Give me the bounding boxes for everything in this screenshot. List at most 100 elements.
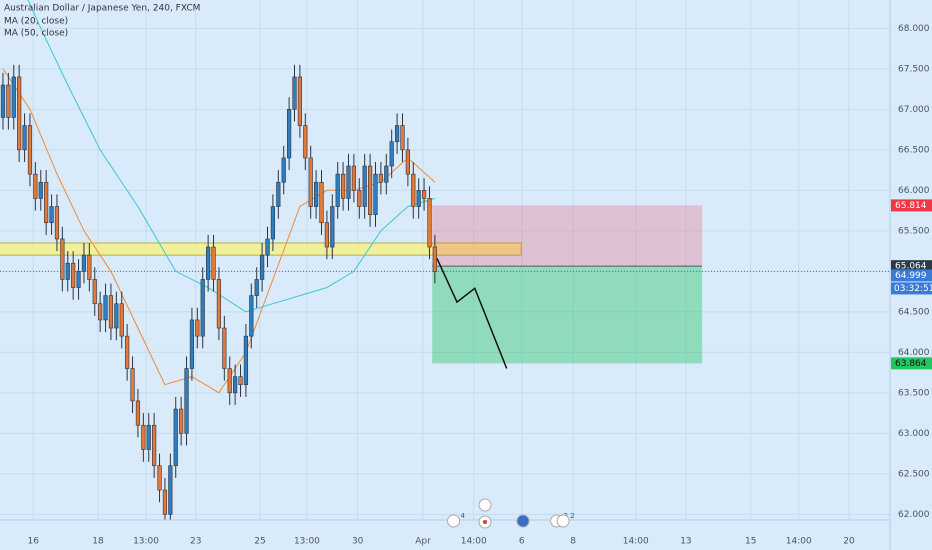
candle-body [421,190,427,199]
candle-body [27,125,33,175]
candle-body [6,84,11,118]
x-tick-label: 14:00 [786,537,812,547]
candle-body [38,181,43,199]
x-tick-label: 23 [190,537,201,547]
candle-body [411,173,416,207]
candle-body [233,376,238,394]
x-tick-label: 13:00 [294,537,320,547]
price-label-bg [891,357,932,370]
candle-body [49,206,54,224]
candle-body [179,408,184,434]
event-badge-count: 4 [461,512,466,520]
candle-body [227,368,232,394]
x-tick-label: 30 [352,537,364,547]
candle-body [146,424,151,450]
candle-body [168,465,173,515]
candle-body [384,165,389,183]
candle-body [211,246,216,280]
candle-body [65,262,70,280]
candle-body [260,254,265,280]
moving-average [27,0,436,313]
x-tick-label: Apr [415,537,431,547]
candle-body [367,165,373,215]
event-icons [478,498,530,529]
candle-body [281,157,286,183]
stop-area [432,205,703,267]
candle-body [173,408,178,467]
candle-body [346,165,351,199]
candle-body [427,198,432,248]
x-tick-label: 13 [680,537,691,547]
event-icon [478,498,492,512]
y-tick-label: 62.000 [898,510,930,520]
candle-body [270,206,276,240]
candle-body [60,238,65,280]
candle-body [314,181,319,207]
candle-body [292,76,297,110]
price-label: 63.864 [895,359,927,369]
candle-body [141,424,146,450]
price-label-bg [891,199,932,212]
candle-body [0,84,6,118]
candle-body [400,125,405,151]
candle-body [33,173,38,199]
candle-body [394,125,400,143]
projection-line [436,258,508,369]
axes: 62.000 62.500 63.000 63.500 64.000 64.500 65.0… [27,24,932,547]
y-tick-label: 62.500 [898,469,930,479]
candle-body [303,125,308,159]
candle-body [87,254,92,280]
event-badge-count: 2 [570,512,574,520]
x-tick-label: 15 [745,537,756,547]
candle-body [319,181,324,224]
price-label-bg [891,269,932,282]
x-tick-label: 14:00 [461,537,487,547]
candle-body [92,279,97,305]
candle-body [405,149,410,175]
candle-body [81,254,87,272]
candle-body [11,76,16,118]
y-tick-label: 67.000 [898,105,930,115]
candle-body [76,271,81,288]
price-label: 65.064 [895,262,927,272]
x-tick-label: 6 [519,537,525,547]
candle-body [308,157,313,207]
plot-area [0,0,890,520]
candle-body [119,303,124,337]
candle-body [335,173,340,207]
price-label: 64.999 [895,271,927,281]
candle-body [54,206,60,240]
candle-body [206,246,211,280]
x-tick-label: 25 [254,537,265,547]
event-icon [516,514,530,528]
candle-body [324,222,330,248]
candle-body [108,295,114,329]
candle-body [71,262,76,288]
candle-body [362,165,367,207]
x-tick-label: 8 [570,537,576,547]
x-tick-label: 14:00 [623,537,649,547]
candle-body [195,319,200,337]
candle-body [238,376,243,386]
candle-body [125,335,130,369]
candle-body [157,465,162,491]
candle-body [373,173,378,215]
x-tick-label: 20 [843,537,855,547]
event-icon-dot [483,520,487,524]
y-tick-label: 63.500 [898,388,930,398]
support-zone [0,242,522,256]
candle-body [162,489,168,515]
y-tick-label: 63.000 [898,429,930,439]
candle-body [330,206,335,248]
candle-body [265,238,270,256]
candle-body [103,295,108,321]
candle-body [254,279,259,296]
event-badge [556,514,570,528]
y-tick-label: 68.000 [898,24,930,34]
x-tick-label: 13:00 [133,537,159,547]
y-tick-label: 66.500 [898,145,930,155]
candle-body [243,335,249,386]
candle-body [189,319,195,369]
candle-body [249,295,254,337]
